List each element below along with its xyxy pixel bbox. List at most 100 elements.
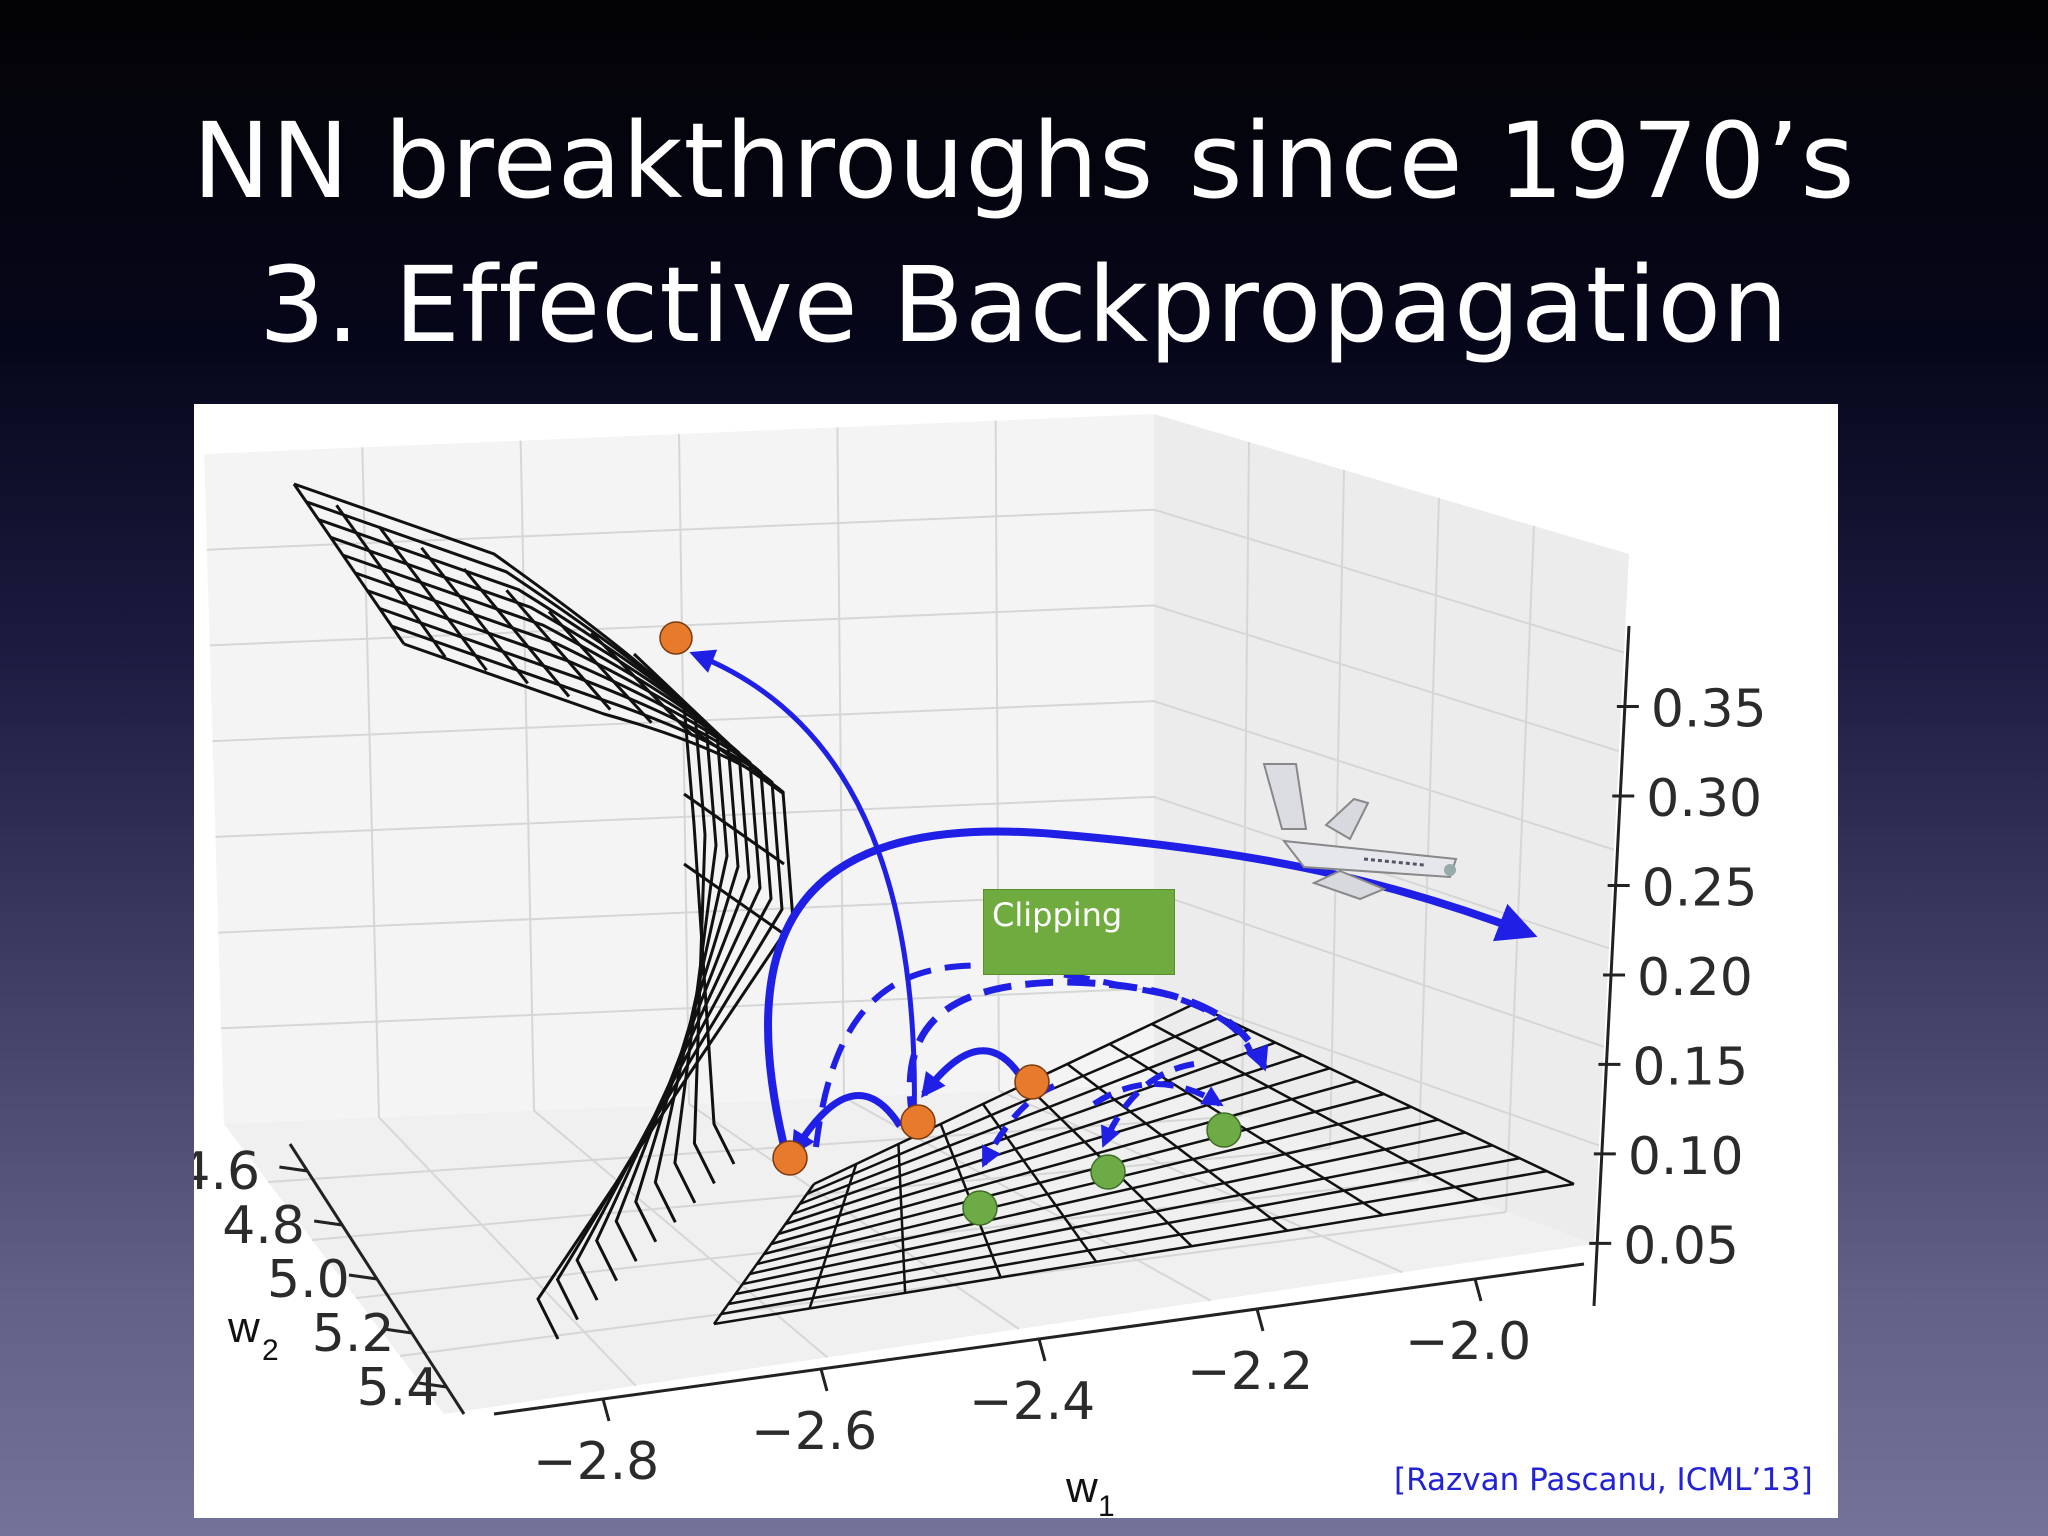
airplane-icon [1262, 763, 1458, 901]
svg-text:2: 2 [262, 1334, 279, 1367]
x-tick-mark [1037, 1338, 1047, 1362]
mesh-line [377, 525, 488, 672]
back-grid-v [994, 420, 1000, 1091]
mesh-line [720, 1169, 1548, 1316]
mesh-line [808, 1163, 858, 1309]
point-orange-top [659, 621, 693, 655]
z-tick-label: 0.30 [1646, 769, 1762, 829]
clipped-arrow-return [906, 978, 1269, 1125]
side-grid-h [1153, 604, 1620, 753]
z-tick-label: 0.05 [1623, 1216, 1739, 1276]
back-grid-v [361, 447, 380, 1118]
x-tick-mark [1473, 1278, 1483, 1302]
z-tick-label: 0.15 [1632, 1037, 1748, 1097]
point-orange-mid [900, 1104, 936, 1140]
floor-grid-v [688, 1103, 1020, 1330]
y-axis-ticks: 4.64.85.05.25.4 [194, 1142, 466, 1418]
mesh-line [632, 652, 736, 751]
back-grid-v [678, 433, 690, 1105]
floor-grid-v [533, 1109, 828, 1359]
back-grid-h [221, 987, 1155, 1030]
mesh-line [462, 568, 571, 698]
y-tick-label: 4.6 [194, 1142, 260, 1202]
back-grid-v [836, 427, 845, 1098]
small-hop-1 [791, 1092, 903, 1157]
z-axis [1592, 625, 1631, 1307]
surface-plot: 0.35 0.30 0.25 0.20 0.15 0.10 0.05 −2.8 −2.6 −2.… [194, 414, 1767, 1518]
mesh-line [756, 1105, 1412, 1266]
x-tick-label: −2.8 [533, 1432, 659, 1492]
mesh-line [763, 1092, 1385, 1256]
clip-hop-3 [1100, 1061, 1195, 1148]
slide-title-line-2: 3. Effective Backpropagation [259, 244, 1789, 366]
side-grid-h [1153, 508, 1625, 654]
side-grid-v [1329, 469, 1345, 1149]
slide-title-line-1: NN breakthroughs since 1970’s [192, 100, 1856, 222]
mesh-line [735, 1144, 1493, 1296]
mesh-line [1066, 1063, 1289, 1232]
y-tick-mark [383, 1327, 413, 1335]
side-grid-v [1417, 497, 1440, 1181]
point-orange-start [772, 1140, 808, 1176]
z-tick-label: 0.35 [1651, 680, 1767, 740]
mesh-line [292, 483, 406, 645]
x-tick-label: −2.4 [969, 1372, 1095, 1432]
mesh-line [742, 1131, 1466, 1286]
side-grid-h [1153, 987, 1600, 1147]
svg-text:w: w [227, 1303, 260, 1352]
y-tick-label: 4.8 [222, 1196, 305, 1256]
mesh-line [770, 1079, 1358, 1246]
z-tick-label: 0.20 [1637, 948, 1753, 1008]
back-grid-v [519, 440, 535, 1111]
mesh-line [806, 1015, 1222, 1196]
mesh-line [813, 1002, 1195, 1186]
y-tick-mark [313, 1219, 343, 1227]
mesh-line [683, 792, 785, 866]
mesh-line [683, 862, 785, 936]
x-tick-label: −2.0 [1405, 1312, 1531, 1372]
figure-panel: 0.35 0.30 0.25 0.20 0.15 0.10 0.05 −2.8 −2.6 −2.… [194, 404, 1838, 1518]
floor-grid-v [378, 1116, 637, 1387]
back-grid-h [212, 700, 1155, 743]
mesh-line [335, 504, 447, 658]
clip-hop-2 [1092, 1081, 1224, 1107]
jump-arrow-up [689, 649, 917, 1125]
svg-text:1: 1 [1098, 1490, 1115, 1518]
mesh-line [712, 1183, 816, 1325]
loss-surface-mesh [292, 482, 1575, 1340]
mesh-line [749, 1118, 1439, 1276]
y-tick-label: 5.2 [312, 1304, 395, 1364]
mesh-line [777, 1067, 1331, 1236]
x-tick-mark [819, 1368, 829, 1392]
point-green-3 [1206, 1112, 1242, 1148]
z-tick-label: 0.25 [1642, 858, 1758, 918]
x-tick-mark [1255, 1308, 1265, 1332]
w2-axis-label: w 2 [227, 1303, 279, 1367]
y-tick-mark [348, 1273, 378, 1281]
citation: [Razvan Pascanu, ICML’13] [1394, 1462, 1813, 1498]
mesh-line [1193, 1002, 1575, 1186]
back-grid-h [215, 795, 1155, 838]
mesh-line [792, 1041, 1276, 1216]
svg-text:w: w [1065, 1463, 1098, 1512]
floor-grid-v [998, 1089, 1403, 1274]
y-tick-label: 5.0 [267, 1250, 350, 1310]
x-axis-ticks: −2.8 −2.6 −2.4 −2.2 −2.0 [493, 1262, 1585, 1492]
mesh-line [547, 610, 653, 724]
mesh-line [785, 1054, 1303, 1226]
mesh-line [728, 1157, 1520, 1306]
point-green-1 [962, 1190, 998, 1226]
mesh-line [713, 1182, 1575, 1326]
side-grid-v [1505, 525, 1535, 1213]
y-tick-mark [418, 1381, 447, 1389]
mesh-line [1108, 1042, 1384, 1217]
mesh-line [590, 631, 694, 737]
mesh-line [420, 546, 529, 685]
z-axis-ticks: 0.35 0.30 0.25 0.20 0.15 0.10 0.05 [1589, 680, 1767, 1276]
z-tick-label: 0.10 [1628, 1127, 1744, 1187]
point-green-2 [1090, 1154, 1126, 1190]
point-orange-right [1014, 1064, 1050, 1100]
plot-panes [204, 414, 1629, 1414]
y-tick-mark [279, 1165, 308, 1173]
side-grid-v [1241, 441, 1250, 1117]
